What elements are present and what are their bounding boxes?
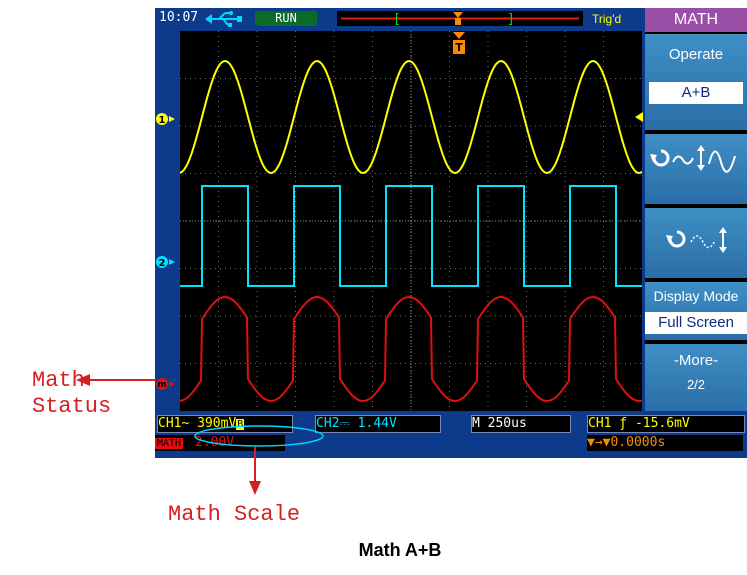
ch1-setting[interactable]: CH1~ 390mVB — [157, 415, 293, 433]
display-mode-button[interactable]: Display Mode Full Screen — [645, 282, 747, 340]
ch1-waveform — [180, 60, 642, 174]
math-scale-highlight — [194, 425, 324, 495]
trigger-setting[interactable]: CH1 ƒ -15.6mV — [587, 415, 745, 433]
run-status-badge[interactable]: RUN — [255, 11, 317, 26]
status-row-1: CH1~ 390mVB CH2⎓ 1.44V M 250us CH1 ƒ -15… — [155, 415, 747, 433]
vertical-position-knob-button[interactable] — [645, 208, 747, 278]
waveform-graticule — [180, 31, 642, 411]
oscilloscope-screen: 10:07 RUN [ ] Trig'd 1 2 — [155, 8, 747, 458]
ch1-marker-label: 1 — [159, 115, 166, 126]
ch2-setting[interactable]: CH2⎓ 1.44V — [315, 415, 441, 433]
more-button[interactable]: -More- 2/2 — [645, 344, 747, 411]
more-label: -More- — [673, 352, 719, 369]
math-menu: MATH Operate A+B — [645, 8, 747, 411]
ch1-marker[interactable]: 1 — [155, 112, 179, 126]
status-row-2: MATH 2.00V ▼→▼0.0000s — [155, 435, 747, 453]
math-marker-label: m — [157, 380, 166, 390]
knob-wave-vertical-icon — [650, 145, 736, 173]
clock-time: 10:07 — [159, 10, 199, 25]
operate-label: Operate — [668, 46, 724, 63]
math-waveform — [180, 295, 642, 403]
figure-caption: Math A+B — [358, 540, 442, 560]
math-status[interactable]: MATH 2.00V — [155, 435, 285, 451]
ch2-waveform — [180, 185, 642, 287]
math-tag: MATH — [155, 438, 184, 449]
trigger-marker[interactable]: T — [451, 31, 467, 57]
math-scale-annotation: Math Scale — [168, 502, 301, 527]
math-status-arrow — [76, 374, 156, 386]
trigger-level-marker[interactable] — [634, 111, 644, 123]
waveform-display — [180, 31, 642, 411]
top-status-bar: 10:07 RUN [ ] Trig'd — [155, 8, 642, 30]
display-mode-value: Full Screen — [645, 312, 747, 334]
trigger-marker-label: T — [455, 41, 463, 54]
timebase-setting[interactable]: M 250us — [471, 415, 571, 433]
trigger-state: Trig'd — [592, 12, 622, 26]
math-marker[interactable]: m — [155, 377, 179, 391]
vertical-scale-knob-button[interactable] — [645, 134, 747, 204]
operate-value: A+B — [649, 82, 743, 104]
ch1-bandwidth-badge: B — [236, 419, 245, 430]
svg-text:]: ] — [507, 12, 515, 26]
trigger-position-bar: [ ] — [337, 11, 583, 26]
knob-wave-position-icon — [666, 227, 727, 253]
math-status-annotation: Math Status — [32, 368, 112, 419]
ch2-marker[interactable]: 2 — [155, 255, 179, 269]
menu-page-indicator: 2/2 — [686, 377, 706, 392]
display-mode-label: Display Mode — [653, 288, 739, 304]
operate-button[interactable]: Operate A+B — [645, 34, 747, 130]
ch1-setting-text: CH1~ 390mV — [158, 416, 237, 431]
usb-icon — [205, 11, 242, 27]
menu-title: MATH — [645, 8, 747, 32]
svg-text:[: [ — [393, 12, 401, 26]
trigger-position[interactable]: ▼→▼0.0000s — [587, 435, 743, 451]
ch2-marker-label: 2 — [159, 258, 166, 269]
